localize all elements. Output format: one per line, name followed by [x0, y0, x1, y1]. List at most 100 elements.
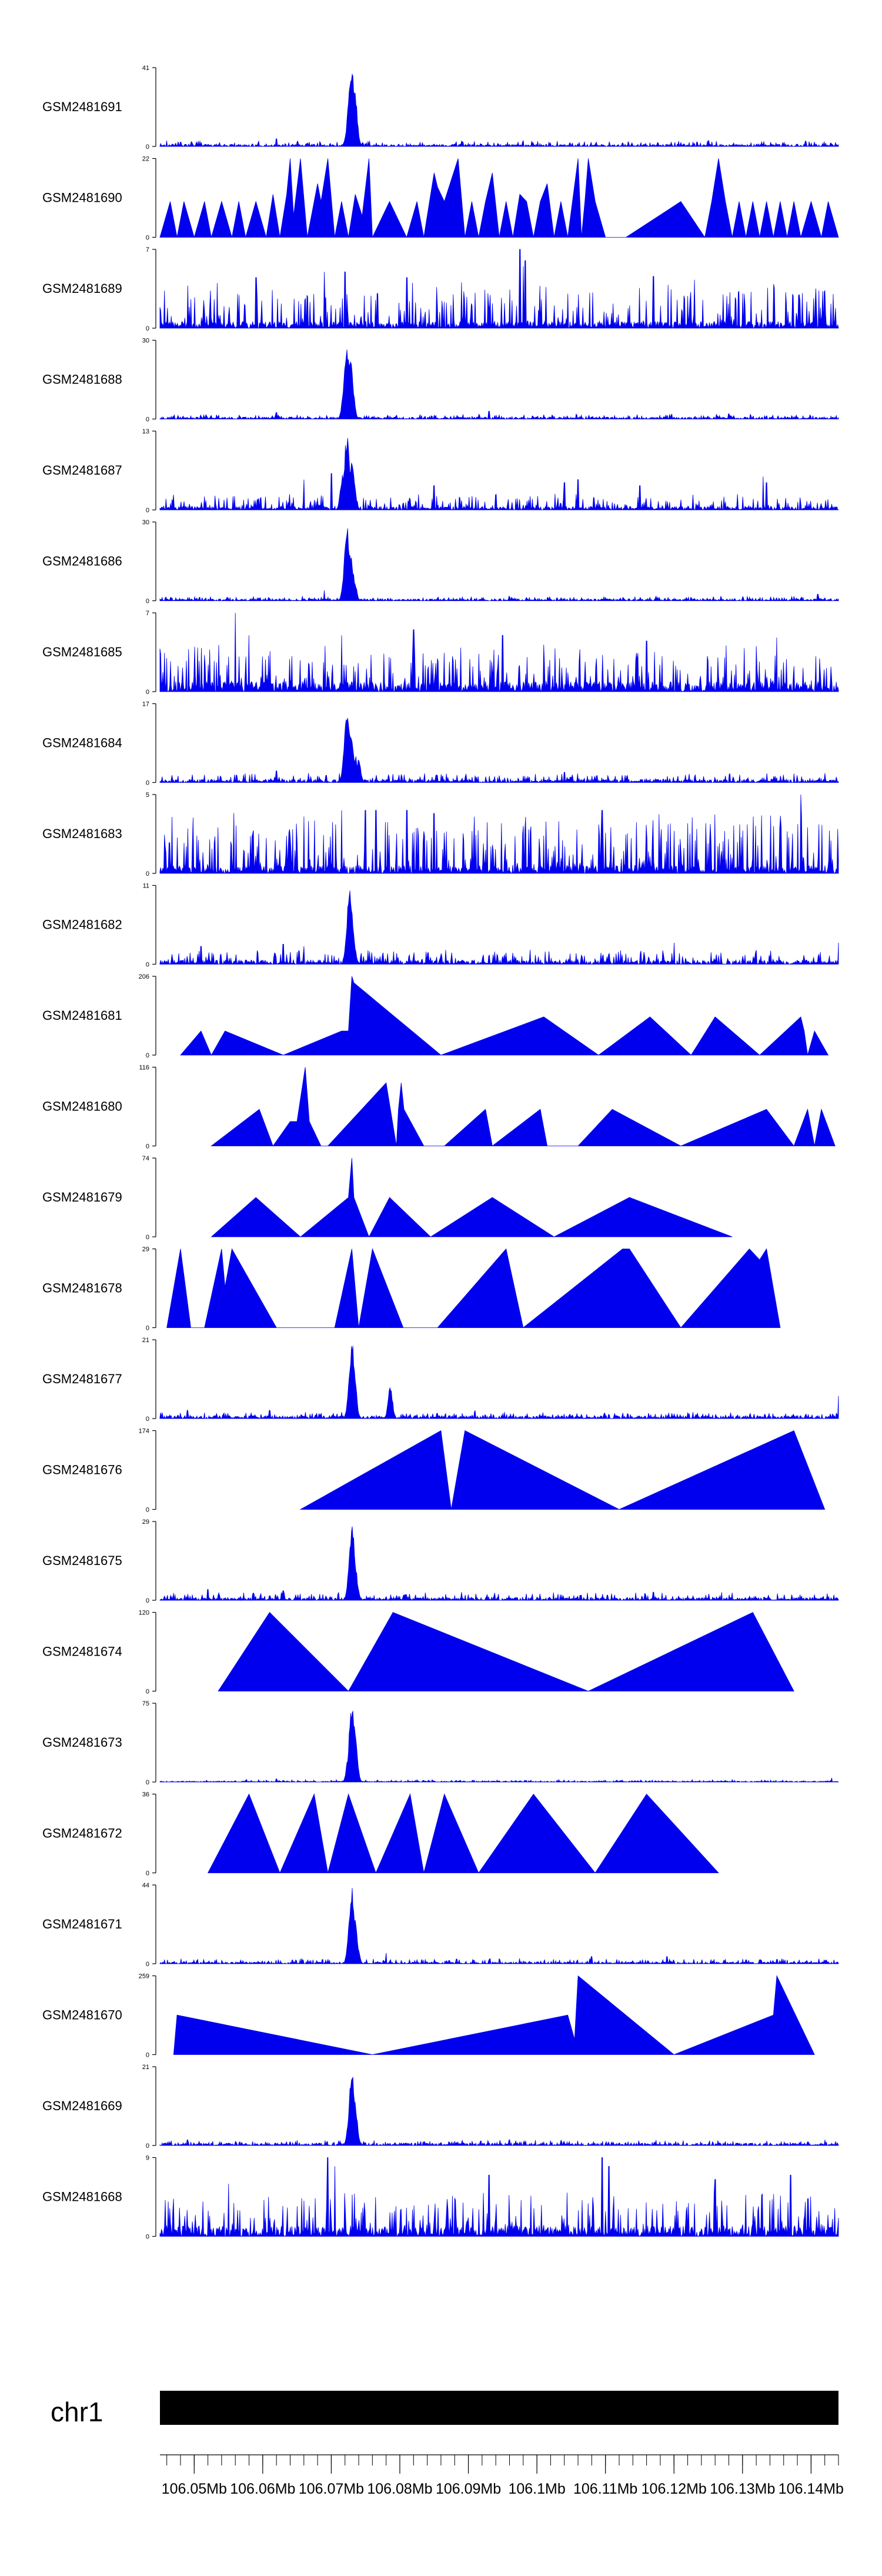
track-label: GSM2481688 [42, 372, 122, 387]
y-axis-min-label: 0 [146, 325, 149, 332]
y-axis-min-label: 0 [146, 507, 149, 514]
y-axis-max-label: 7 [146, 610, 149, 617]
y-axis-max-label: 29 [142, 1519, 149, 1526]
track-label: GSM2481683 [42, 826, 122, 841]
track-GSM2481686: GSM2481686 30 0 [42, 519, 839, 605]
track-label: GSM2481668 [42, 2190, 122, 2204]
chromosome-label: chr1 [51, 2397, 103, 2427]
coverage-area [159, 158, 839, 238]
y-axis-max-label: 120 [139, 1610, 149, 1617]
track-GSM2481682: GSM2481682 11 0 [42, 883, 839, 969]
track-label: GSM2481682 [42, 917, 122, 932]
y-axis-max-label: 30 [142, 338, 149, 345]
tick-label: 106.12Mb [642, 2481, 707, 2497]
y-axis-max-label: 36 [142, 1791, 149, 1798]
y-axis-max-label: 7 [146, 246, 149, 253]
chromosome-ideogram: chr1 [51, 2391, 838, 2427]
track-label: GSM2481687 [42, 463, 122, 478]
track-GSM2481684: GSM2481684 17 0 [42, 701, 839, 787]
y-axis-max-label: 174 [139, 1428, 149, 1435]
track-label: GSM2481689 [42, 281, 122, 296]
y-axis-min-label: 0 [146, 144, 149, 151]
track-GSM2481690: GSM2481690 22 0 [42, 156, 839, 242]
y-axis-max-label: 44 [142, 1882, 149, 1889]
y-axis-min-label: 0 [146, 1143, 149, 1150]
track-label: GSM2481684 [42, 736, 122, 750]
track-GSM2481671: GSM2481671 44 0 [42, 1882, 839, 1968]
track-GSM2481681: GSM2481681 206 0 [42, 973, 829, 1059]
tick-label: 106.11Mb [573, 2481, 637, 2497]
y-axis-max-label: 75 [142, 1700, 149, 1707]
track-GSM2481689: GSM2481689 7 0 [42, 246, 839, 332]
coverage-area [166, 1248, 781, 1329]
y-axis-min-label: 0 [146, 1234, 149, 1241]
track-GSM2481669: GSM2481669 21 0 [42, 2064, 839, 2150]
track-label: GSM2481679 [42, 1190, 122, 1204]
tick-label: 106.13Mb [710, 2481, 775, 2497]
track-label: GSM2481678 [42, 1281, 122, 1296]
track-GSM2481670: GSM2481670 259 0 [42, 1973, 815, 2059]
y-axis-min-label: 0 [146, 689, 149, 696]
track-label: GSM2481690 [42, 191, 122, 205]
y-axis-min-label: 0 [146, 598, 149, 605]
y-axis-min-label: 0 [146, 1961, 149, 1968]
coverage-area [211, 1067, 836, 1147]
track-GSM2481687: GSM2481687 13 0 [42, 428, 839, 514]
coverage-area [159, 718, 839, 783]
y-axis-max-label: 116 [139, 1065, 149, 1072]
coverage-area [159, 2157, 839, 2237]
coverage-area [159, 73, 839, 148]
coverage-area [159, 612, 839, 693]
track-GSM2481679: GSM2481679 74 0 [42, 1155, 733, 1241]
track-label: GSM2481672 [42, 1826, 122, 1841]
tick-label: 106.06Mb [230, 2481, 295, 2497]
coverage-area [159, 438, 839, 511]
track-GSM2481688: GSM2481688 30 0 [42, 338, 839, 423]
y-axis-max-label: 5 [146, 792, 149, 799]
chromosome-bar [160, 2391, 838, 2425]
coverage-area [159, 249, 839, 329]
y-axis-max-label: 259 [139, 1973, 149, 1980]
track-label: GSM2481671 [42, 1917, 122, 1931]
track-label: GSM2481685 [42, 645, 122, 659]
tracks-layer: GSM2481691410GSM2481690220GSM248168970GS… [42, 65, 839, 2241]
coverage-area [159, 794, 839, 875]
y-axis-max-label: 11 [143, 883, 149, 890]
coverage-area [211, 1157, 733, 1237]
y-axis-min-label: 0 [146, 1416, 149, 1423]
genome-axis: 106.05Mb 106.06Mb 106.07Mb 106.08Mb 106.09Mb… [160, 2454, 844, 2497]
track-GSM2481680: GSM2481680 116 0 [42, 1065, 836, 1150]
y-axis-min-label: 0 [146, 2143, 149, 2150]
tick-label: 106.05Mb [162, 2481, 227, 2497]
coverage-area [159, 1710, 839, 1783]
coverage-area [180, 976, 829, 1056]
y-axis-min-label: 0 [146, 1779, 149, 1786]
coverage-area [159, 1526, 839, 1601]
track-GSM2481673: GSM2481673 75 0 [42, 1700, 839, 1786]
track-GSM2481676: GSM2481676 174 0 [42, 1428, 826, 1514]
coverage-area [207, 1793, 719, 1874]
track-GSM2481668: GSM2481668 9 0 [42, 2155, 839, 2241]
coverage-area [159, 1346, 839, 1420]
y-axis-max-label: 29 [142, 1246, 149, 1253]
y-axis-max-label: 21 [142, 2064, 149, 2071]
y-axis-min-label: 0 [146, 1325, 149, 1332]
y-axis-max-label: 9 [146, 2155, 149, 2162]
track-GSM2481674: GSM2481674 120 0 [42, 1610, 794, 1696]
track-GSM2481691: GSM2481691 41 0 [42, 65, 839, 151]
coverage-area [159, 1888, 839, 1965]
coverage-area [159, 890, 839, 965]
track-label: GSM2481681 [42, 1008, 122, 1023]
tick-label: 106.09Mb [436, 2481, 501, 2497]
tick-label: 106.07Mb [299, 2481, 364, 2497]
track-label: GSM2481680 [42, 1099, 122, 1114]
track-label: GSM2481676 [42, 1463, 122, 1477]
y-axis-min-label: 0 [146, 962, 149, 969]
y-axis-max-label: 74 [142, 1155, 149, 1162]
y-axis-min-label: 0 [146, 1507, 149, 1514]
track-label: GSM2481674 [42, 1644, 122, 1659]
y-axis-max-label: 13 [142, 428, 149, 435]
y-axis-min-label: 0 [146, 1597, 149, 1604]
track-label: GSM2481669 [42, 2098, 122, 2113]
